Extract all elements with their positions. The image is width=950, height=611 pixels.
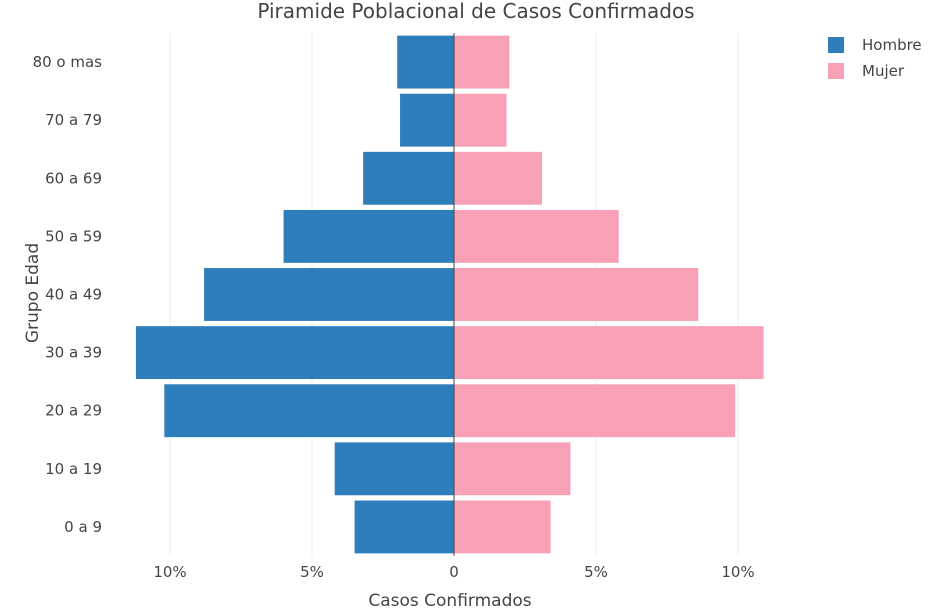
bar-mujer-70-a-79[interactable] xyxy=(454,93,507,147)
legend-swatch-mujer[interactable] xyxy=(828,63,844,79)
bar-mujer-60-a-69[interactable] xyxy=(454,151,543,205)
legend[interactable]: Hombre Mujer xyxy=(828,36,922,80)
y-tick-label: 0 a 9 xyxy=(64,518,102,536)
y-tick-label: 60 a 69 xyxy=(45,169,102,187)
y-tick-label: 10 a 19 xyxy=(45,460,102,478)
bar-mujer-50-a-59[interactable] xyxy=(454,209,619,263)
bars xyxy=(135,33,764,556)
x-axis-title: Casos Confirmados xyxy=(368,591,531,611)
bar-hombre-60-a-69[interactable] xyxy=(363,151,454,205)
bar-mujer-10-a-19[interactable] xyxy=(454,442,571,496)
legend-label-hombre[interactable]: Hombre xyxy=(862,36,922,54)
y-axis-title: Grupo Edad xyxy=(23,243,43,343)
bar-hombre-50-a-59[interactable] xyxy=(283,209,454,263)
y-tick-label: 80 o mas xyxy=(33,53,103,71)
bar-hombre-80-o-mas[interactable] xyxy=(397,35,454,89)
x-axis-ticks: 10% 5% 0 5% 10% xyxy=(153,563,754,581)
y-tick-label: 40 a 49 xyxy=(45,286,102,304)
bar-hombre-0-a-9[interactable] xyxy=(354,500,454,554)
y-tick-label: 50 a 59 xyxy=(45,227,102,245)
chart-title: Piramide Poblacional de Casos Confirmado… xyxy=(257,0,694,23)
y-tick-label: 70 a 79 xyxy=(45,111,102,129)
legend-label-mujer[interactable]: Mujer xyxy=(862,62,905,80)
bar-hombre-40-a-49[interactable] xyxy=(204,268,454,321)
bar-hombre-30-a-39[interactable] xyxy=(135,326,455,380)
legend-swatch-hombre[interactable] xyxy=(828,37,844,53)
bar-mujer-0-a-9[interactable] xyxy=(454,500,551,554)
x-tick-label: 10% xyxy=(153,563,186,581)
y-tick-label: 30 a 39 xyxy=(45,344,102,362)
bar-mujer-80-o-mas[interactable] xyxy=(454,35,510,89)
x-tick-label: 0 xyxy=(449,563,459,581)
x-tick-label: 5% xyxy=(584,563,608,581)
y-tick-label: 20 a 29 xyxy=(45,402,102,420)
bar-hombre-20-a-29[interactable] xyxy=(164,384,454,438)
bar-mujer-40-a-49[interactable] xyxy=(454,268,699,321)
bar-mujer-30-a-39[interactable] xyxy=(454,326,764,380)
bar-mujer-20-a-29[interactable] xyxy=(454,384,736,438)
y-axis-ticks: 0 a 9 10 a 19 20 a 29 30 a 39 40 a 49 50 a 59… xyxy=(33,53,103,536)
x-tick-label: 5% xyxy=(300,563,324,581)
x-tick-label: 10% xyxy=(721,563,754,581)
bar-hombre-10-a-19[interactable] xyxy=(334,442,454,496)
bar-hombre-70-a-79[interactable] xyxy=(400,93,454,147)
